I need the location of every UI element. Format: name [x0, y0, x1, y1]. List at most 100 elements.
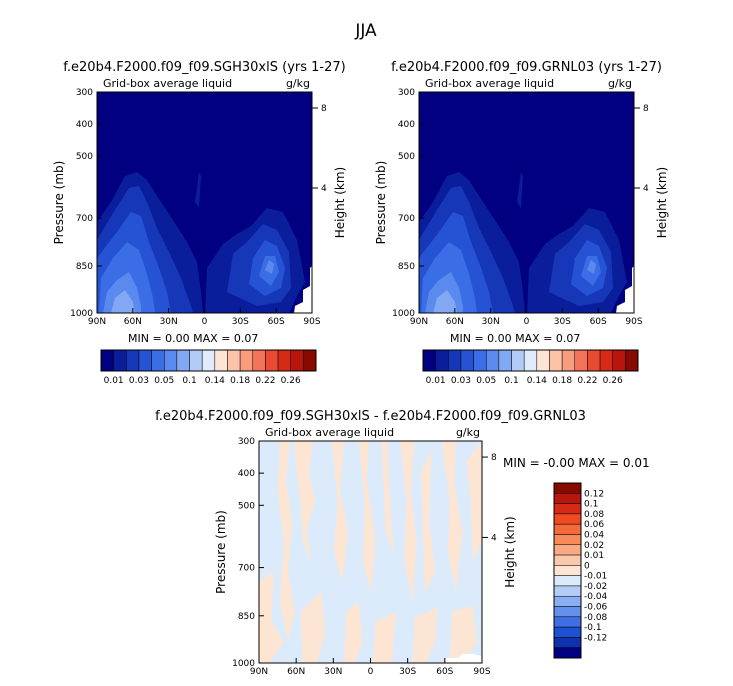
colorbar-swatch [612, 349, 626, 372]
chart-panel-1: f.e20b4.F2000.f09_f09.SGH30xlS (yrs 1-27… [52, 60, 347, 386]
contour-fill [400, 441, 417, 602]
colorbar-label: -0.1 [584, 623, 602, 633]
y-tick-label: 850 [238, 612, 255, 622]
panel-title: f.e20b4.F2000.f09_f09.GRNL03 (yrs 1-27) [391, 60, 662, 75]
field-label: Grid-box average liquid [103, 77, 232, 90]
y-tick-label: 1000 [392, 309, 415, 319]
x-tick-label: 30N [160, 317, 178, 327]
colorbar-label: 0.1 [584, 500, 598, 510]
colorbar-swatch [214, 349, 228, 372]
x-tick-label: 90S [625, 317, 642, 327]
x-tick-label: 60S [436, 667, 453, 677]
contour-fill [358, 441, 376, 592]
colorbar-swatch [448, 349, 462, 372]
min-max-label: MIN = 0.00 MAX = 0.07 [128, 332, 258, 345]
x-tick-label: 60N [446, 317, 464, 327]
contour-fill [277, 441, 295, 642]
colorbar-swatch [303, 349, 317, 372]
colorbar-swatch [553, 482, 582, 494]
colorbar-label: 0.22 [577, 376, 597, 386]
contour-fill [111, 290, 135, 313]
y-tick-label: 500 [238, 501, 255, 511]
colorbar-swatch [553, 626, 582, 638]
min-max-label: MIN = -0.00 MAX = 0.01 [503, 456, 650, 470]
x-tick-label: 60N [124, 317, 142, 327]
colorbar-label: 0.01 [104, 376, 124, 386]
colorbar-swatch [473, 349, 487, 372]
colorbar-label: 0.22 [255, 376, 275, 386]
colorbar-swatch [252, 349, 266, 372]
colorbar-swatch [460, 349, 474, 372]
colorbar-label: -0.06 [584, 603, 608, 613]
y-tick-label: 500 [398, 152, 415, 162]
colorbar-swatch [485, 349, 500, 372]
colorbar-swatch [599, 349, 613, 372]
x-tick-label: 0 [202, 317, 208, 327]
colorbar-swatch [113, 349, 127, 372]
colorbar-swatch [277, 349, 291, 372]
y-tick-label: 300 [76, 88, 93, 98]
colorbar-label: -0.08 [584, 613, 608, 623]
colorbar-swatch [523, 349, 538, 372]
x-tick-label: 0 [524, 317, 530, 327]
colorbar-swatch [553, 637, 582, 648]
y-axis-label: Pressure (mb) [214, 510, 228, 594]
colorbar-swatch [574, 349, 588, 372]
colorbar-swatch [553, 606, 582, 618]
height-tick-label: 4 [321, 184, 327, 194]
contour-fill [449, 605, 477, 663]
colorbar-swatch [511, 349, 525, 372]
colorbar-label: -0.01 [584, 572, 607, 582]
contour-fill [466, 441, 482, 562]
colorbar-swatch [553, 523, 582, 535]
colorbar-swatch [553, 565, 582, 576]
colorbar-swatch [553, 534, 582, 546]
colorbar-label: -0.04 [584, 592, 608, 602]
colorbar-swatch [290, 349, 304, 372]
colorbar-label: 0.18 [230, 376, 250, 386]
colorbar-label: 0.12 [584, 489, 604, 499]
contour-fill [195, 172, 201, 208]
y-tick-label: 1000 [232, 659, 255, 669]
colorbar-swatch [422, 349, 436, 372]
colorbar-label: 0.08 [584, 510, 604, 520]
colorbar-swatch [100, 349, 114, 372]
terrain-mask [443, 654, 482, 663]
height-tick-label: 8 [491, 453, 497, 463]
contour-fill [412, 607, 438, 663]
colorbar-label: 0.06 [584, 520, 604, 530]
colorbar-label: 0.02 [584, 541, 604, 551]
colorbar-swatch [553, 544, 582, 556]
y-tick-label: 1000 [70, 309, 93, 319]
min-max-label: MIN = 0.00 MAX = 0.07 [450, 332, 580, 345]
colorbar-swatch [176, 349, 190, 372]
y-tick-label: 400 [398, 120, 415, 130]
chart-panel-2: f.e20b4.F2000.f09_f09.GRNL03 (yrs 1-27) G… [374, 60, 669, 386]
height-tick-label: 8 [643, 104, 649, 114]
x-tick-label: 90N [250, 667, 268, 677]
colorbar-swatch [189, 349, 203, 372]
colorbar-swatch [553, 493, 582, 504]
y-tick-label: 400 [76, 120, 93, 130]
colorbar-swatch [498, 349, 512, 372]
colorbar-swatch [201, 349, 216, 372]
colorbar-swatch [553, 647, 582, 659]
contour-fill [259, 571, 284, 663]
colorbar-label: 0.01 [426, 376, 446, 386]
y-tick-label: 700 [398, 214, 415, 224]
field-label: Grid-box average liquid [425, 77, 554, 90]
colorbar-label: 0.05 [476, 376, 496, 386]
y-axis-label: Pressure (mb) [374, 161, 388, 245]
contour-fill [265, 260, 274, 274]
y-tick-label: 700 [238, 564, 255, 574]
colorbar-swatch [265, 349, 279, 372]
y-tick-label: 300 [398, 88, 415, 98]
x-tick-label: 30N [324, 667, 342, 677]
colorbar-swatch [587, 349, 601, 372]
y-axis-label: Pressure (mb) [52, 161, 66, 245]
x-tick-label: 30S [554, 317, 571, 327]
colorbar-swatch [553, 554, 582, 566]
x-tick-label: 60N [287, 667, 305, 677]
colorbar-swatch [553, 513, 582, 525]
